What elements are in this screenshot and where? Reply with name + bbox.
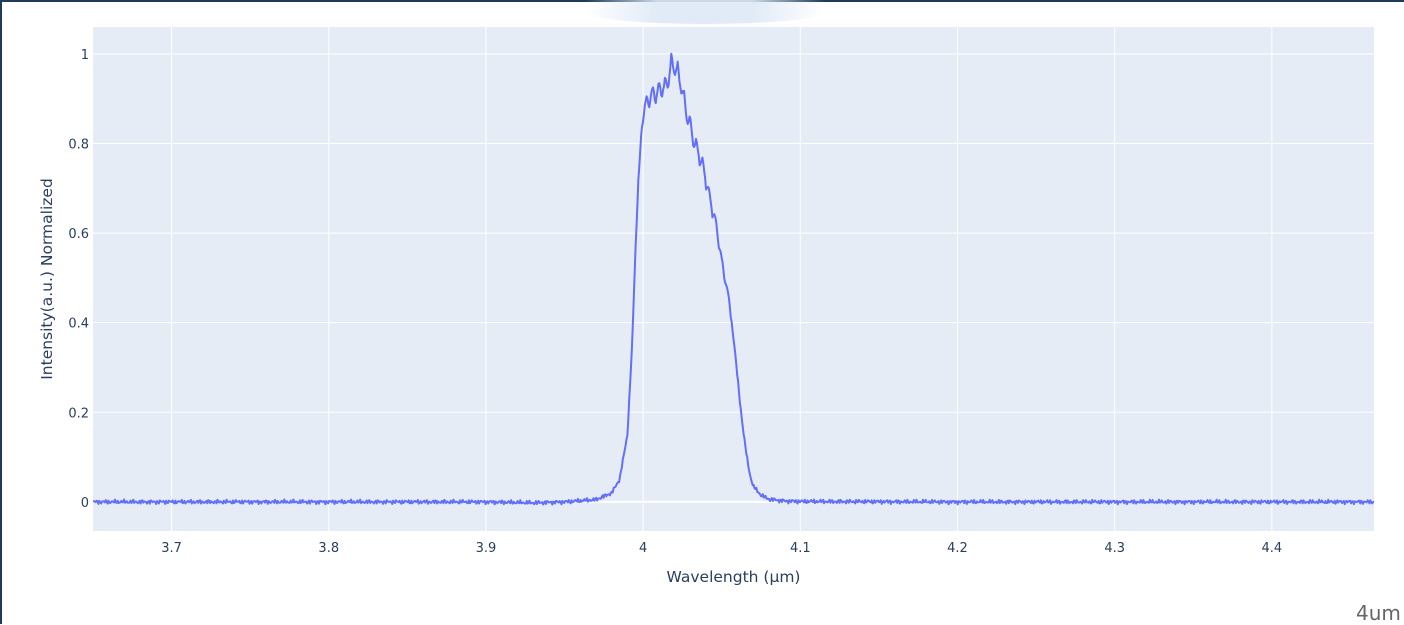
x-tick-label: 3.8	[318, 541, 339, 556]
x-tick-label: 3.9	[476, 541, 497, 556]
x-axis-title: Wavelength (µm)	[667, 568, 801, 586]
x-tick-label: 4.3	[1104, 541, 1125, 556]
x-tick-label: 4.2	[947, 541, 968, 556]
x-gridlines	[171, 27, 1273, 531]
y-tick-labels: 0 0.2 0.4 0.6 0.8 1	[68, 48, 89, 511]
x-tick-label: 4.4	[1261, 541, 1282, 556]
x-tick-labels: 3.7 3.8 3.9 4 4.1 4.2 4.3 4.4	[161, 541, 1282, 556]
x-tick-label: 4.1	[790, 541, 811, 556]
plot-background	[93, 27, 1374, 531]
y-tick-label: 0.8	[68, 137, 89, 152]
y-axis-title: Intensity(a.u.) Normalized	[38, 178, 56, 380]
intensity-series-line	[92, 52, 1375, 506]
decorative-header-shape	[585, 0, 825, 24]
x-tick-label: 3.7	[161, 541, 182, 556]
y-tick-label: 0.2	[68, 406, 89, 421]
x-tick-label: 4	[639, 541, 647, 556]
y-tick-label: 1	[81, 48, 89, 63]
y-tick-label: 0.4	[68, 317, 89, 332]
corner-label: 4um	[1356, 601, 1401, 625]
y-tick-label: 0	[81, 496, 89, 511]
y-tick-label: 0.6	[68, 227, 89, 242]
